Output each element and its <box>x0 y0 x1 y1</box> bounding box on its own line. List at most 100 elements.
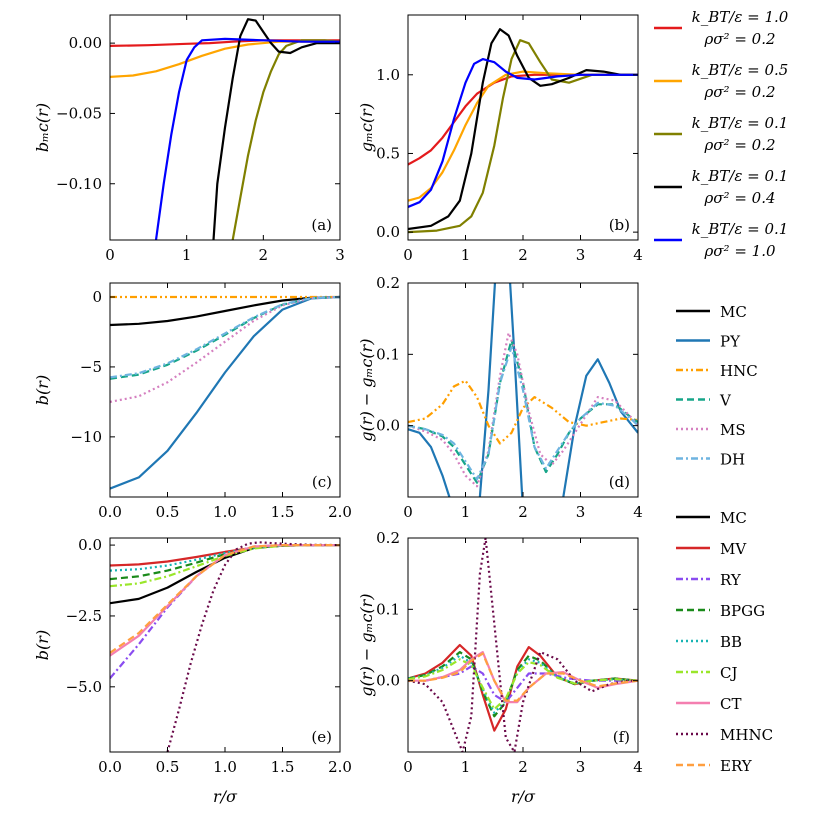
y-tick-label: −2.5 <box>66 607 102 625</box>
legend-label: MV <box>720 540 747 558</box>
series-line-ms <box>408 331 638 488</box>
x-tick-label: 2 <box>518 503 528 521</box>
y-axis-label: g(r) − gₘᴄ(r) <box>357 593 376 696</box>
y-tick-label: 0.2 <box>376 274 400 292</box>
legend-label: MS <box>720 421 746 439</box>
series-line-kbt-0-1-0-4 <box>212 18 340 240</box>
legend-bottom: MC MV RY BPGG BB CJ CT MHNC ERY <box>676 509 773 775</box>
x-tick-label: 0 <box>403 503 413 521</box>
panel-c: 0.0 0.5 1.0 1.5 2.0 0 −5 −10 (c) b(r) <box>33 282 352 521</box>
legend-label: MC <box>720 509 747 527</box>
legend-label-line2: ρσ² = 0.4 <box>703 189 775 207</box>
series-line-py <box>408 283 638 497</box>
panel-label: (a) <box>311 216 332 234</box>
x-tick-label: 4 <box>633 503 643 521</box>
x-axis-label: r/σ <box>511 787 536 806</box>
series-line-kbt-0-1-1-0 <box>408 58 638 209</box>
panel-label: (c) <box>312 473 332 491</box>
plot-frame <box>109 14 341 241</box>
legend-label-line1: k_BT/ε = 0.1 <box>692 220 789 238</box>
y-axis-label: b(r) <box>33 630 52 660</box>
series-line-py <box>110 295 340 490</box>
legend-mid: MC PY HNC V MS DH <box>676 303 758 469</box>
panel-label: (b) <box>609 216 630 234</box>
x-tick-label: 4 <box>633 246 643 264</box>
legend-label: BPGG <box>720 602 765 620</box>
panel-label: (e) <box>311 728 332 746</box>
series-line-v <box>408 339 638 484</box>
series-line-ct <box>110 544 340 657</box>
legend-label-line1: k_BT/ε = 1.0 <box>692 8 789 26</box>
series-line-dh <box>408 346 638 481</box>
x-tick-label: 3 <box>576 758 586 776</box>
y-tick-label: −10 <box>70 428 102 446</box>
x-tick-label: 2 <box>518 246 528 264</box>
series-group <box>110 18 340 240</box>
series-group <box>408 28 638 234</box>
plot-frame <box>407 537 639 753</box>
legend-label: BB <box>720 633 742 651</box>
x-tick-label: 0.0 <box>98 758 122 776</box>
x-tick-label: 2.0 <box>328 503 352 521</box>
x-tick-label: 3 <box>576 246 586 264</box>
legend-label-line2: ρσ² = 0.2 <box>703 30 775 48</box>
series-group <box>110 295 340 490</box>
y-tick-label: 0.0 <box>376 417 400 435</box>
legend-label-line1: k_BT/ε = 0.1 <box>692 114 789 132</box>
x-axis-label: r/σ <box>213 787 238 806</box>
legend-label-line2: ρσ² = 0.2 <box>703 83 775 101</box>
legend-label: DH <box>720 451 745 469</box>
series-line-kbt-0-1-1-0 <box>154 37 340 240</box>
x-tick-label: 3 <box>335 246 345 264</box>
panel-label: (f) <box>613 728 630 746</box>
y-axis-label: gₘᴄ(r) <box>357 103 376 152</box>
x-tick-label: 0 <box>105 246 115 264</box>
series-line-mc <box>110 295 340 327</box>
y-tick-label: 0.2 <box>376 529 400 547</box>
panel-label: (d) <box>609 473 630 491</box>
legend-label: MC <box>720 303 747 321</box>
x-tick-label: 3 <box>576 503 586 521</box>
y-tick-label: 0.0 <box>376 223 400 241</box>
series-line-mhnc <box>166 541 340 752</box>
panel-d: 0 1 2 3 4 0.0 0.1 0.2 (d) g(r) − gₘᴄ(r) <box>357 274 643 521</box>
series-line-kbt-1-0-0-2 <box>110 39 340 47</box>
legend-label: MHNC <box>720 726 773 744</box>
x-tick-label: 1.0 <box>213 758 237 776</box>
panel-e: 0.0 0.5 1.0 1.5 2.0 0.0 −2.5 −5.0 (e) b(r) r/σ <box>33 536 352 806</box>
legend-label: PY <box>720 333 741 351</box>
x-tick-label: 1 <box>182 246 192 264</box>
y-tick-label: −5 <box>80 358 102 376</box>
legend-label-line2: ρσ² = 0.2 <box>703 136 775 154</box>
panels: 0 1 2 30.00−0.05−0.10(a)bₘᴄ(r)0 1 2 3 40.00.51.… <box>33 14 643 806</box>
series-group <box>408 538 638 752</box>
legend-label: ERY <box>720 757 753 775</box>
series-line-v <box>110 295 340 380</box>
legends: k_BT/ε = 1.0 ρσ² = 0.2 k_BT/ε = 0.5 ρσ² = 0… <box>654 8 789 775</box>
x-tick-label: 1 <box>461 758 471 776</box>
x-tick-label: 0 <box>403 758 413 776</box>
y-tick-label: 0.00 <box>69 34 102 52</box>
x-tick-label: 0.5 <box>156 503 180 521</box>
plot-frame <box>407 14 639 241</box>
series-line-bb <box>110 544 340 572</box>
series-line-ery <box>408 652 638 702</box>
legend-label: CJ <box>720 664 738 682</box>
y-tick-label: 0.1 <box>376 600 400 618</box>
x-tick-label: 1 <box>461 503 471 521</box>
legend-label-line1: k_BT/ε = 0.1 <box>692 167 789 185</box>
y-axis-label: bₘᴄ(r) <box>33 103 52 152</box>
panel-b: 0 1 2 3 4 0.0 0.5 1.0 (b) gₘᴄ(r) <box>357 14 643 264</box>
series-line-cj <box>408 658 638 711</box>
x-tick-label: 1.5 <box>271 758 295 776</box>
x-tick-label: 4 <box>633 758 643 776</box>
y-tick-label: 0.1 <box>376 345 400 363</box>
legend-label: V <box>719 392 732 410</box>
x-tick-label: 0.5 <box>156 758 180 776</box>
y-tick-label: 0.0 <box>78 536 102 554</box>
legend-label-line2: ρσ² = 1.0 <box>703 242 775 260</box>
series-line-ms <box>110 295 340 403</box>
x-tick-label: 2 <box>259 246 269 264</box>
y-axis-label: g(r) − gₘᴄ(r) <box>357 338 376 441</box>
